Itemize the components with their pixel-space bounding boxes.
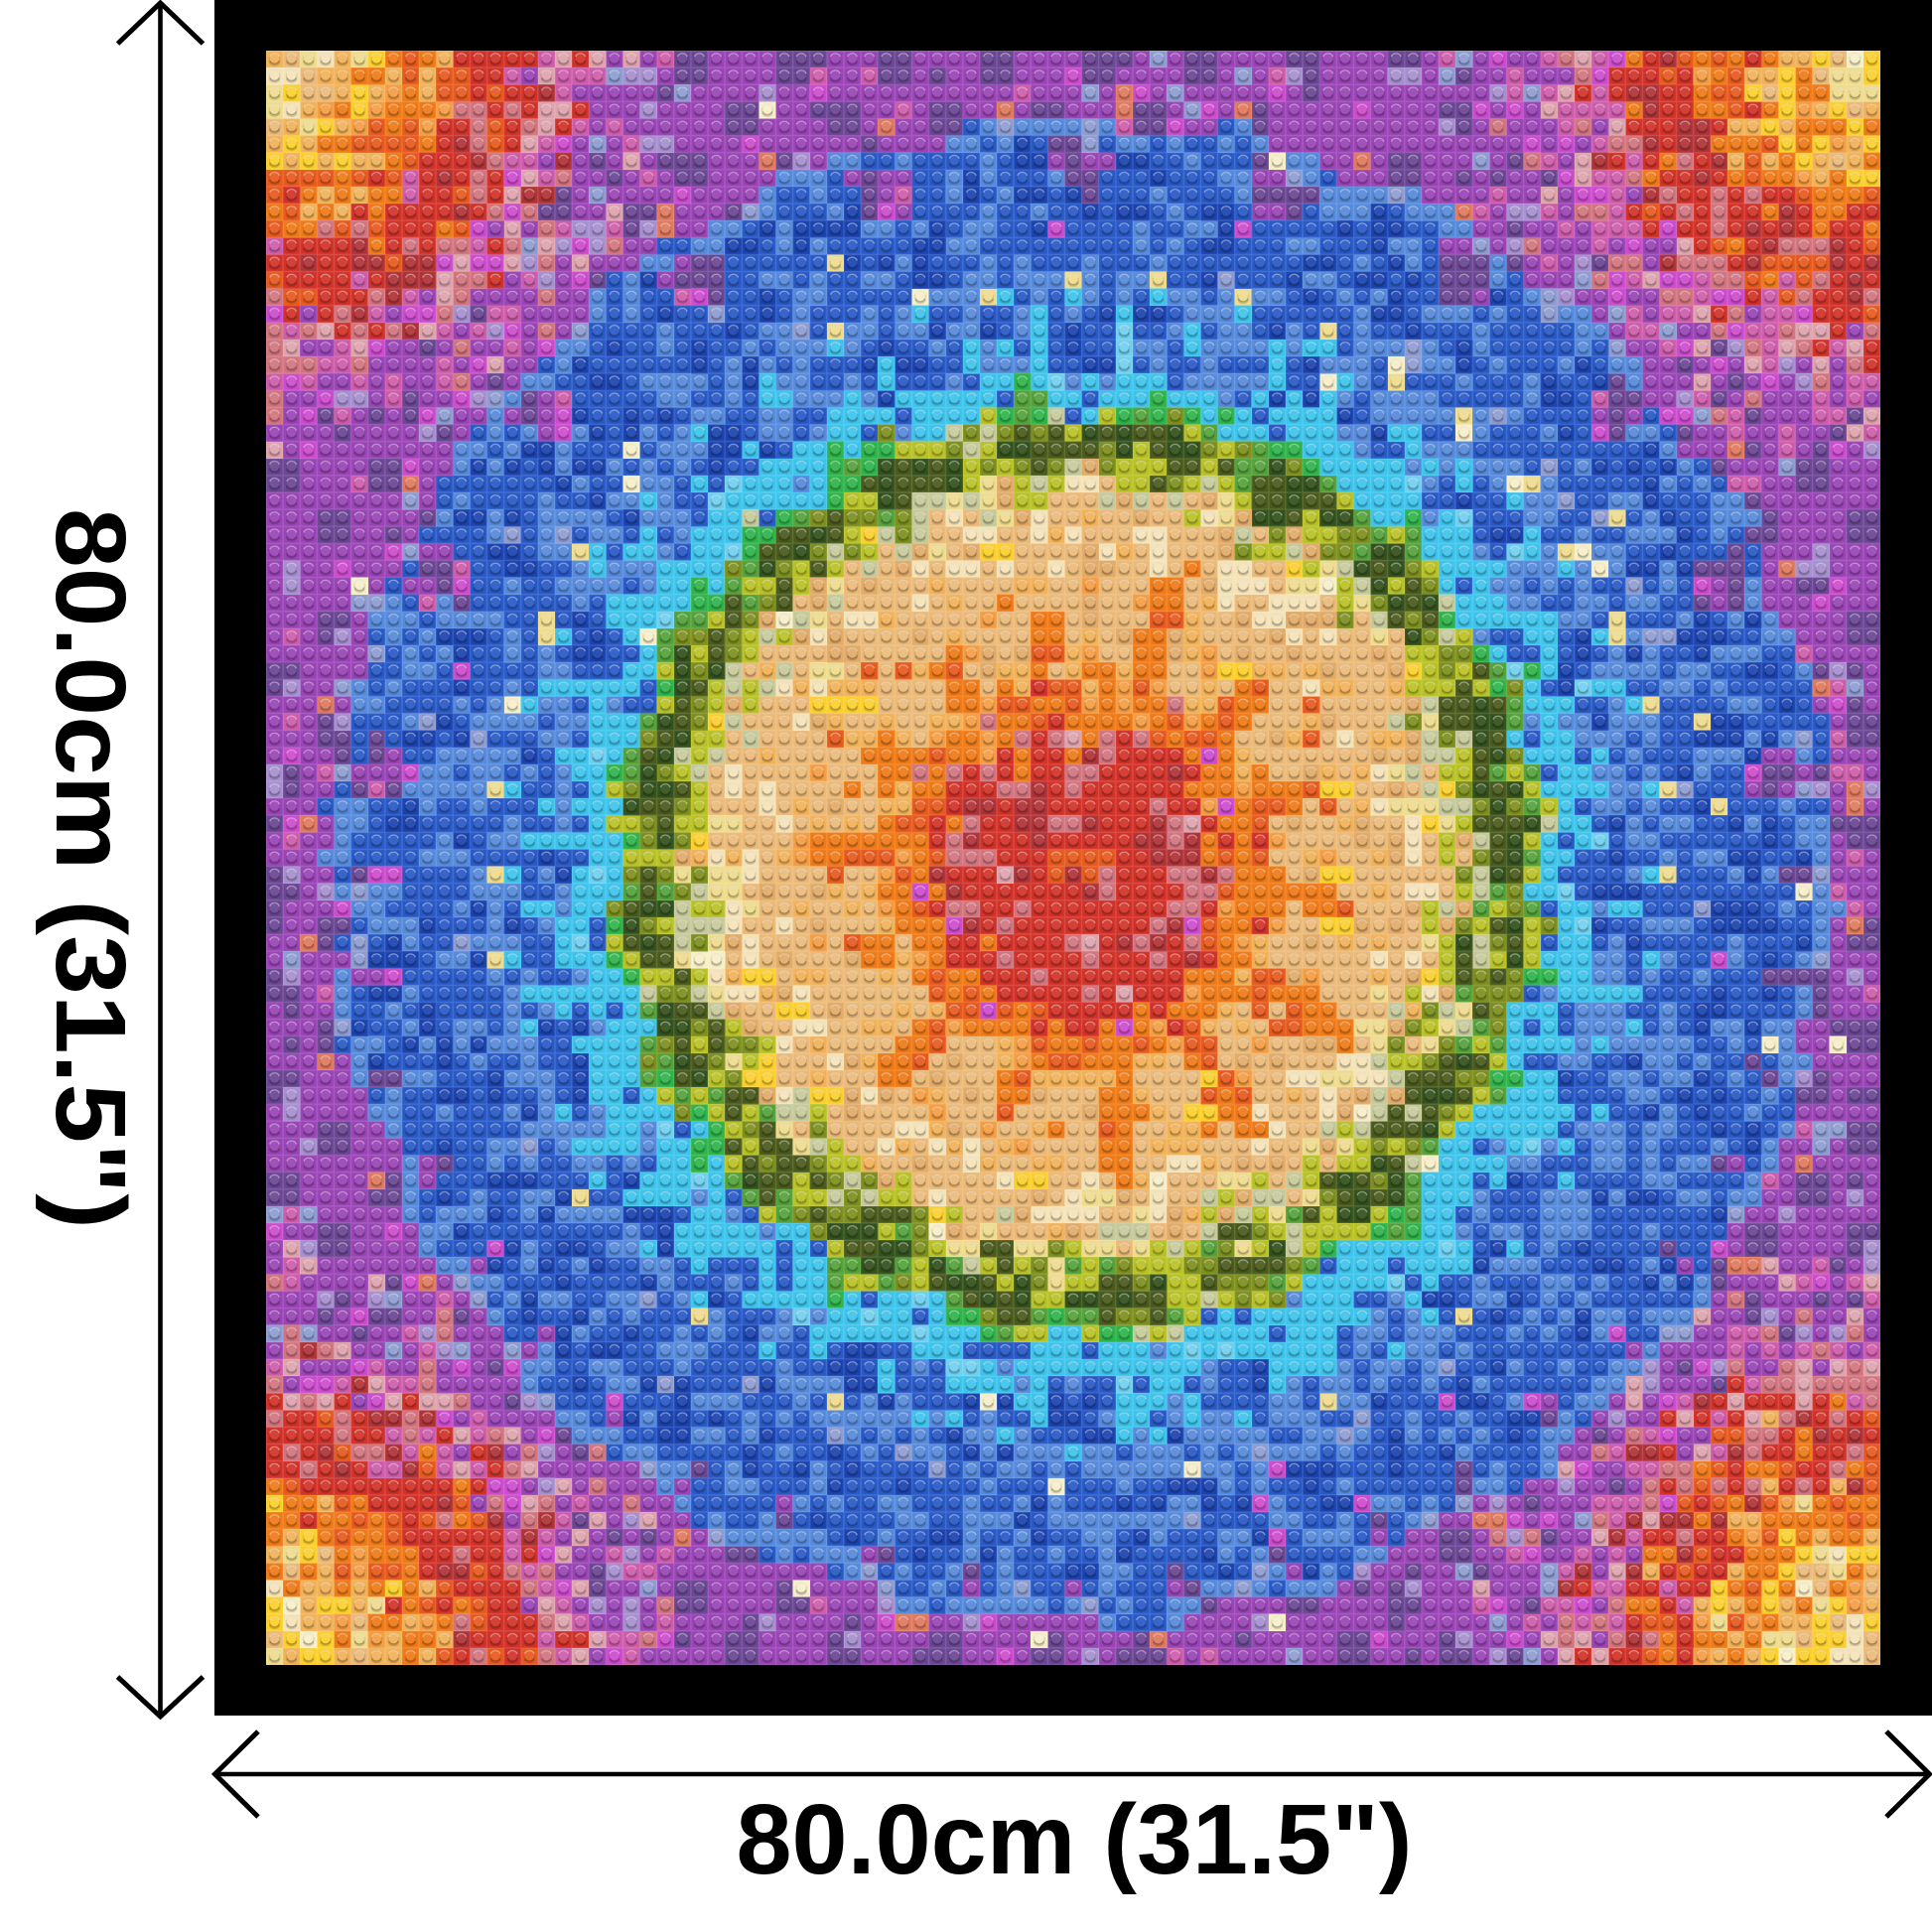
svg-text:80.0cm (31.5"): 80.0cm (31.5") xyxy=(35,508,146,1229)
svg-text:80.0cm (31.5"): 80.0cm (31.5") xyxy=(737,1784,1413,1895)
